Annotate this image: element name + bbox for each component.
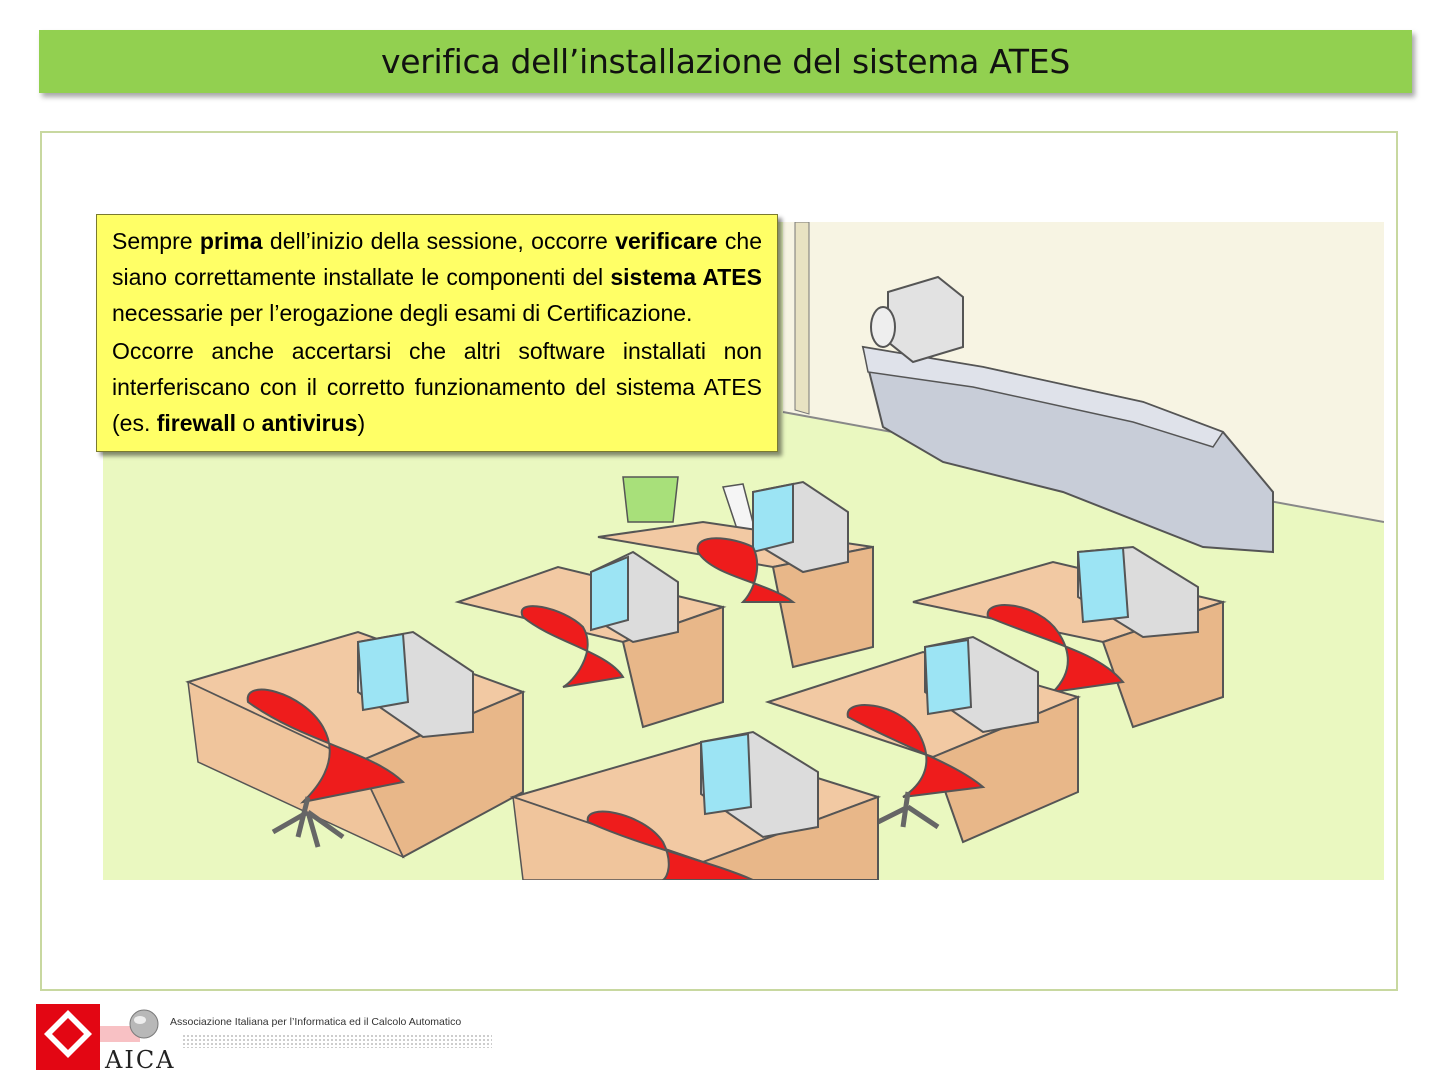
desk: [509, 730, 882, 880]
aica-logo: Associazione Italiana per l’Informatica …: [32, 996, 492, 1076]
info-callout: Sempre prima dell’inizio della sessione,…: [96, 214, 778, 452]
callout-paragraph-1: Sempre prima dell’inizio della sessione,…: [112, 228, 762, 326]
aica-logo-mark-icon: [36, 1004, 159, 1070]
desk: [597, 480, 874, 669]
desk: [185, 630, 526, 859]
logo-wordmark: AICA: [105, 1046, 176, 1074]
logo-dot-pattern: [182, 1034, 492, 1048]
desk: [454, 550, 727, 729]
classroom-illustration: [103, 222, 1384, 880]
organization-name: Associazione Italiana per l’Informatica …: [170, 1016, 462, 1028]
slide-title: verifica dell’installazione del sistema …: [380, 42, 1070, 81]
desk: [912, 545, 1227, 729]
content-frame: [40, 131, 1398, 991]
desk: [764, 635, 1082, 844]
callout-paragraph-2: Occorre anche accertarsi che altri softw…: [112, 338, 762, 436]
slide-title-bar: verifica dell’installazione del sistema …: [39, 30, 1412, 93]
